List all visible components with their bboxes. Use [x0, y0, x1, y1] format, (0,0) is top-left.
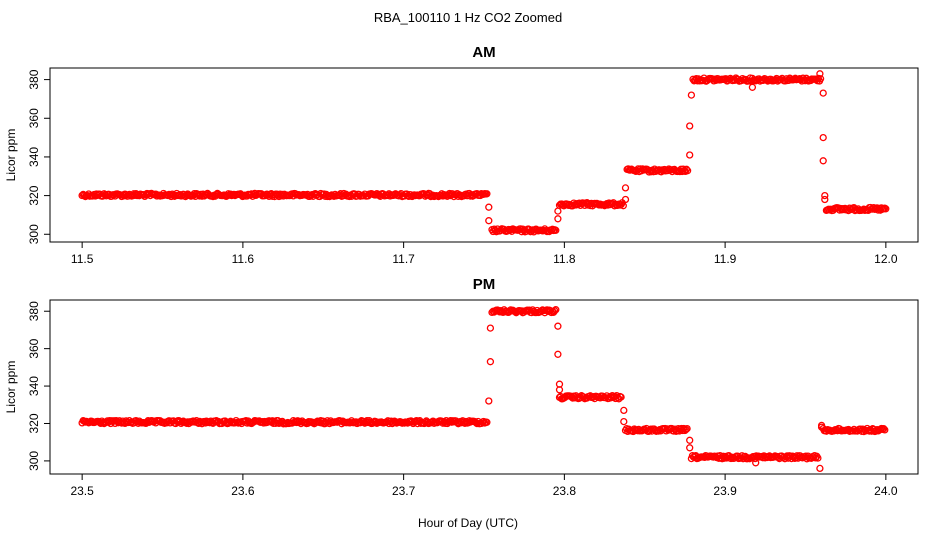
data-point-outlier — [485, 217, 493, 225]
data-point-outlier — [748, 83, 757, 91]
data-point — [814, 454, 822, 462]
data-point-outlier — [752, 459, 760, 467]
data-point-outlier — [485, 397, 493, 405]
data-point-outlier — [621, 195, 630, 204]
y-tick-label: 340 — [27, 147, 41, 167]
y-tick-label: 380 — [27, 69, 41, 89]
y-tick-label: 340 — [27, 376, 41, 396]
figure-title: RBA_100110 1 Hz CO2 Zoomed — [374, 10, 562, 25]
panel-pm-x-axis: 23.5 23.6 23.7 23.8 23.9 24.0 — [70, 473, 898, 498]
panel-am-y-axis: 300 320 340 360 380 — [27, 69, 51, 244]
data-point — [683, 167, 692, 175]
panel-pm-y-axis: 300 320 340 360 380 — [27, 301, 51, 471]
y-tick-label: 360 — [27, 338, 41, 358]
x-tick-label: 11.8 — [553, 252, 576, 266]
x-tick-label: 23.5 — [70, 484, 94, 498]
y-tick-label: 300 — [27, 451, 41, 471]
data-point-outlier — [816, 464, 824, 473]
panel-pm-title: PM — [473, 276, 496, 293]
data-point-outlier — [687, 91, 696, 99]
data-point-outlier — [819, 89, 827, 97]
panel-pm: PM Licor ppm 23.5 23.6 23.7 23.8 23.9 24.0 30… — [4, 276, 919, 498]
data-point-outlier — [620, 406, 628, 415]
data-point — [483, 418, 491, 426]
data-point-outlier — [554, 350, 562, 358]
panel-pm-plot-frame — [49, 299, 919, 475]
x-tick-label: 11.7 — [392, 252, 415, 266]
data-point-outlier — [686, 444, 694, 452]
data-point — [881, 426, 889, 434]
data-point-outlier — [821, 195, 829, 204]
x-tick-label: 24.0 — [874, 484, 898, 498]
data-point-outlier — [620, 417, 628, 426]
data-point-outlier — [819, 157, 827, 165]
y-tick-label: 320 — [27, 413, 41, 433]
y-tick-label: 320 — [27, 185, 41, 205]
panel-pm-y-axis-label: Licor ppm — [4, 361, 18, 414]
data-point — [449, 417, 457, 425]
data-point — [552, 226, 560, 234]
x-tick-label: 11.6 — [232, 252, 255, 266]
data-point — [880, 425, 888, 433]
data-point — [682, 165, 691, 173]
x-tick-label: 12.0 — [874, 252, 898, 266]
y-tick-label: 360 — [27, 108, 41, 128]
x-tick-label: 23.8 — [553, 484, 577, 498]
x-tick-label: 11.5 — [71, 252, 94, 266]
x-tick-label: 23.9 — [713, 484, 737, 498]
data-point-outlier — [621, 184, 630, 192]
data-point-outlier — [686, 122, 694, 130]
x-axis-label: Hour of Day (UTC) — [418, 516, 518, 530]
data-point — [683, 424, 691, 433]
data-point — [882, 205, 890, 213]
data-point-outlier — [554, 207, 562, 215]
data-point-outlier — [485, 203, 493, 211]
panel-am-plot-frame — [49, 67, 919, 243]
y-tick-label: 380 — [27, 301, 41, 321]
data-point-outlier — [486, 324, 495, 332]
data-point-outlier — [486, 358, 495, 366]
data-point-outlier — [816, 70, 824, 78]
data-point-outlier — [821, 191, 829, 200]
data-point-outlier — [819, 133, 827, 142]
y-tick-label: 300 — [27, 224, 41, 244]
data-point — [551, 307, 559, 315]
x-tick-label: 23.6 — [231, 484, 255, 498]
panel-am-points — [78, 70, 890, 236]
data-point-outlier — [686, 151, 694, 159]
data-point — [682, 425, 690, 434]
data-point-outlier — [555, 386, 564, 394]
data-point-outlier — [554, 322, 562, 330]
panel-am-title: AM — [472, 44, 495, 61]
x-tick-label: 11.9 — [714, 252, 737, 266]
x-tick-label: 23.7 — [392, 484, 416, 498]
data-point — [483, 190, 491, 198]
panel-am: AM Licor ppm 11.5 11.6 11.7 11.8 11.9 12.0 30… — [4, 44, 919, 266]
panel-am-y-axis-label: Licor ppm — [4, 129, 18, 182]
panel-am-x-axis: 11.5 11.6 11.7 11.8 11.9 12.0 — [71, 241, 898, 266]
data-point-outlier — [817, 421, 826, 430]
data-point — [816, 75, 825, 83]
data-point — [617, 393, 625, 401]
data-point-outlier — [686, 436, 694, 444]
data-point — [552, 306, 560, 314]
panel-pm-points — [78, 306, 889, 473]
data-point — [619, 202, 627, 210]
data-point-outlier — [554, 215, 562, 223]
